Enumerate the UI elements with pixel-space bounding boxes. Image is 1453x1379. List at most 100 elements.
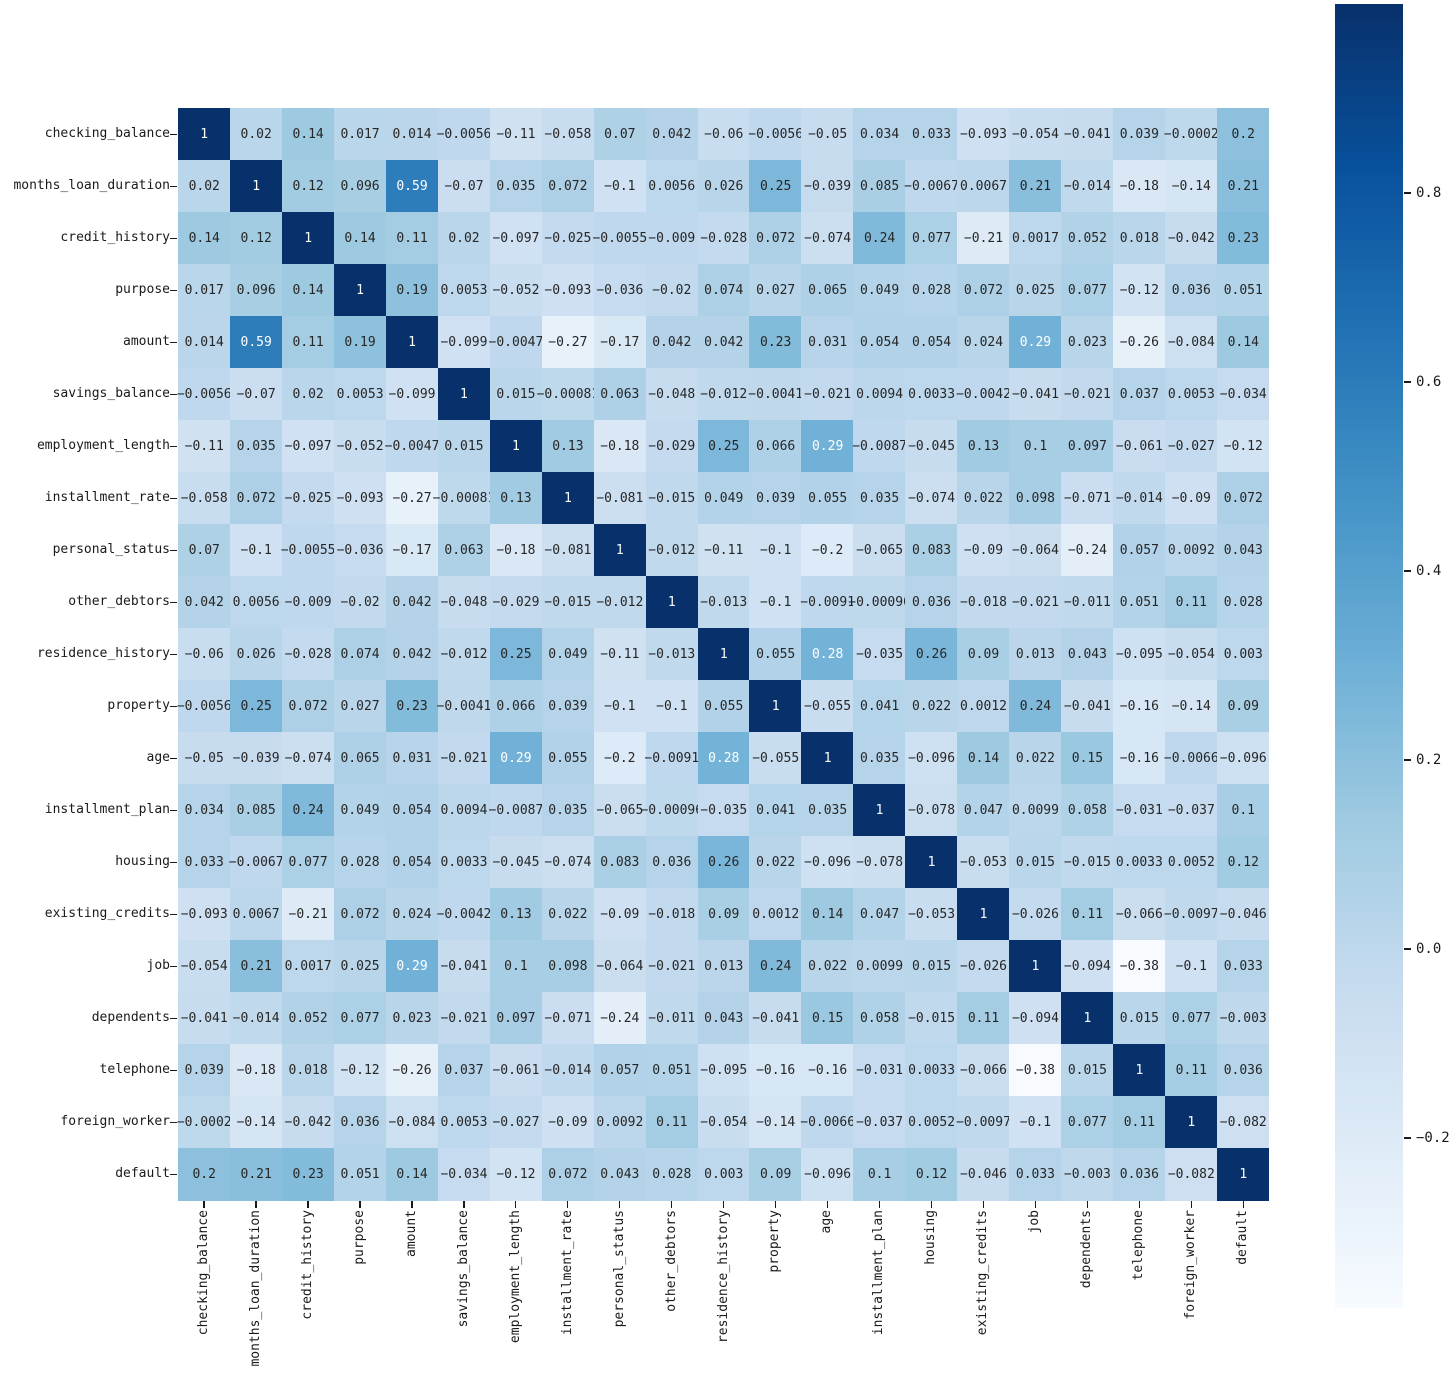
heatmap-cell: 0.055 — [541, 732, 595, 785]
cell-value: 0.042 — [184, 594, 224, 610]
cell-value: 0.15 — [811, 1010, 844, 1026]
heatmap-cell: 0.0092 — [1165, 524, 1218, 577]
cell-value: 0.077 — [1067, 1114, 1107, 1130]
heatmap-cell: −0.041 — [1009, 368, 1062, 421]
heatmap-cell: −0.27 — [385, 472, 439, 525]
cell-value: −0.014 — [544, 1062, 592, 1078]
heatmap-cell: −0.0047 — [385, 420, 439, 473]
cell-value: 0.033 — [184, 854, 224, 870]
heatmap-cell: −0.027 — [489, 1096, 543, 1149]
x-axis-label: employment_length — [507, 1210, 523, 1344]
heatmap-cell: 0.025 — [1009, 264, 1062, 317]
cell-value: −0.074 — [284, 750, 332, 766]
y-axis-tick — [170, 1173, 177, 1175]
cell-value: 0.21 — [1019, 178, 1052, 194]
colorbar-tick-label: 0.6 — [1416, 373, 1442, 390]
cell-value: −0.0066 — [800, 1114, 856, 1130]
cell-value: −0.09 — [600, 906, 640, 922]
cell-value: 0.15 — [1071, 750, 1104, 766]
heatmap-cell: −0.27 — [541, 316, 595, 369]
heatmap-cell: 0.11 — [281, 316, 335, 369]
heatmap-cell: 0.085 — [853, 160, 906, 213]
cell-value: −0.094 — [1011, 1010, 1059, 1026]
heatmap-cell: −0.1 — [749, 576, 802, 629]
heatmap-cell: −0.11 — [593, 628, 647, 681]
cell-value: 0.0053 — [1167, 386, 1215, 402]
cell-value: −0.066 — [1115, 906, 1163, 922]
cell-value: 0.098 — [1015, 490, 1056, 506]
heatmap-cell: 0.043 — [1061, 628, 1114, 681]
heatmap-cell: −0.061 — [1113, 420, 1166, 473]
cell-value: −0.02 — [340, 594, 380, 610]
heatmap-cell: −0.16 — [801, 1044, 854, 1097]
y-axis-tick — [170, 497, 177, 499]
cell-value: −0.0097 — [1163, 906, 1219, 922]
y-axis-tick — [170, 653, 177, 655]
cell-value: 0.19 — [396, 282, 428, 298]
heatmap-cell: 0.047 — [957, 784, 1010, 837]
heatmap-cell: 0.039 — [178, 1044, 231, 1097]
heatmap-cell: −0.045 — [905, 420, 958, 473]
cell-value: 0.29 — [500, 750, 532, 766]
cell-value: 0.036 — [1223, 1062, 1263, 1078]
cell-value: −0.074 — [804, 230, 852, 246]
x-axis-label: dependents — [1079, 1210, 1095, 1289]
cell-value: 0.051 — [1119, 594, 1159, 610]
heatmap-cell: 0.054 — [905, 316, 958, 369]
cell-value: 1 — [667, 594, 676, 610]
cell-value: −0.0047 — [488, 334, 544, 350]
heatmap-cell: −0.021 — [1061, 368, 1114, 421]
cell-value: −0.0042 — [436, 906, 492, 922]
cell-value: −0.00081 — [536, 386, 600, 402]
cell-value: −0.09 — [548, 1114, 588, 1130]
heatmap-cell: 0.59 — [385, 160, 439, 213]
cell-value: −0.065 — [856, 542, 904, 558]
heatmap-cell: 0.11 — [645, 1096, 698, 1149]
heatmap-cell: 0.015 — [489, 368, 543, 421]
heatmap-cell: −0.042 — [1165, 212, 1218, 265]
heatmap-cell: 0.022 — [801, 940, 854, 993]
cell-value: 0.035 — [860, 750, 900, 766]
heatmap-cell: 0.015 — [1113, 992, 1166, 1045]
y-axis-label: other_debtors — [68, 594, 170, 609]
cell-value: −0.053 — [908, 906, 956, 922]
cell-value: −0.0041 — [748, 386, 804, 402]
cell-value: 0.028 — [1223, 594, 1263, 610]
heatmap-cell: 0.0053 — [437, 1096, 491, 1149]
cell-value: 0.25 — [240, 698, 272, 714]
cell-value: −0.012 — [700, 386, 748, 402]
heatmap-cell: −0.095 — [697, 1044, 750, 1097]
cell-value: 0.09 — [760, 1166, 792, 1182]
heatmap-cell: −0.0066 — [800, 1096, 856, 1149]
heatmap-cell: 0.0012 — [749, 888, 802, 941]
cell-value: −0.021 — [440, 1010, 488, 1026]
cell-value: 1 — [979, 906, 988, 922]
heatmap-cell: 0.022 — [1009, 732, 1062, 785]
cell-value: 0.077 — [1067, 282, 1107, 298]
heatmap-cell: −0.24 — [1061, 524, 1114, 577]
heatmap-cell: −0.00096 — [848, 576, 911, 629]
cell-value: −0.012 — [596, 594, 644, 610]
cell-value: 0.0017 — [1011, 230, 1059, 246]
heatmap-cell: −0.093 — [178, 888, 231, 941]
x-axis-label: housing — [923, 1210, 939, 1265]
cell-value: −0.0002 — [176, 1114, 232, 1130]
cell-value: 0.055 — [548, 750, 588, 766]
y-axis-label: telephone — [99, 1062, 170, 1077]
heatmap-cell: −0.18 — [229, 1044, 283, 1097]
heatmap-cell: 0.003 — [1217, 628, 1270, 681]
heatmap-cell: 0.058 — [1061, 784, 1114, 837]
heatmap-cell: 0.074 — [333, 628, 387, 681]
cell-value: −0.16 — [808, 1062, 848, 1078]
cell-value: 0.024 — [392, 906, 432, 922]
heatmap-cell: 0.25 — [697, 420, 750, 473]
heatmap-cell: 0.29 — [385, 940, 439, 993]
heatmap-cell: 0.11 — [1061, 888, 1114, 941]
cell-value: −0.054 — [1167, 646, 1215, 662]
cell-value: 0.035 — [236, 438, 276, 454]
y-axis-label: savings_balance — [52, 386, 170, 401]
heatmap-cell: 0.0067 — [229, 888, 283, 941]
cell-value: 1 — [719, 646, 728, 662]
heatmap-cell: −0.0087 — [489, 784, 543, 837]
heatmap-cell: −0.012 — [645, 524, 698, 577]
